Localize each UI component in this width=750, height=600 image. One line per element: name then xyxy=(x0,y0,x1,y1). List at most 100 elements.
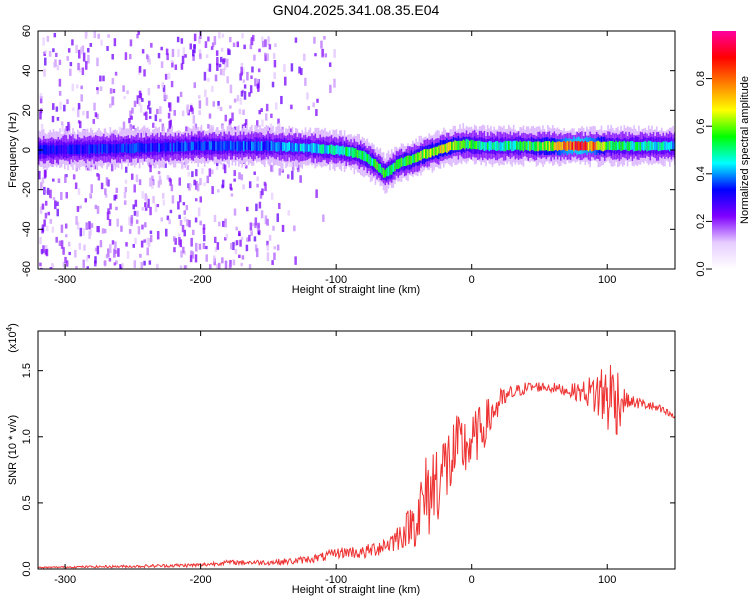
spectrogram-ridge-cell xyxy=(93,144,95,153)
spectrogram-noise-cell xyxy=(278,168,282,176)
spectrogram-noise-cell xyxy=(248,234,251,242)
spectrogram-noise-cell xyxy=(213,36,217,45)
spectrogram-ridge-cell xyxy=(608,140,611,151)
spectrogram-ridge-cell xyxy=(73,144,76,155)
spectrogram-noise-cell xyxy=(165,48,169,56)
spectrogram-ridge-cell xyxy=(312,143,315,153)
spectrogram-ridge-cell xyxy=(530,141,533,150)
spectrogram-noise-cell xyxy=(194,217,198,223)
spectrogram-noise-cell xyxy=(179,219,183,226)
spectrogram-ridge-cell xyxy=(106,144,108,154)
spectrogram-ridge-cell xyxy=(490,141,492,151)
spectrogram-xlabel: Height of straight line (km) xyxy=(292,284,420,296)
spectrogram-noise-cell xyxy=(109,88,113,94)
spectrogram-noise-cell xyxy=(248,92,251,97)
spectrogram-noise-cell xyxy=(233,178,236,182)
spectrogram-ridge-cell xyxy=(386,167,388,177)
spectrogram-ridge-cell xyxy=(199,140,201,151)
spectrogram-noise-cell xyxy=(203,182,206,186)
spectrogram-ridge-cell xyxy=(145,143,147,153)
spectrogram-noise-cell xyxy=(107,248,110,258)
spectrogram-noise-cell xyxy=(276,213,280,222)
spectrogram-noise-cell xyxy=(113,248,116,258)
spectrogram-noise-cell xyxy=(135,174,139,183)
spectrogram-noise-cell xyxy=(217,262,221,269)
spectrogram-ridge-cell xyxy=(345,146,347,157)
spectrogram-noise-cell xyxy=(328,62,332,67)
spectrogram-noise-cell xyxy=(154,203,158,213)
spectrogram-ridge-cell xyxy=(373,158,375,167)
spectrogram-noise-cell xyxy=(79,227,83,237)
spectrogram-ridge-cell xyxy=(454,140,456,151)
spectrogram-ridge-cell xyxy=(192,142,195,151)
spectrogram-ridge-cell xyxy=(340,146,343,155)
spectrogram-noise-cell xyxy=(169,178,172,186)
spectrogram-noise-cell xyxy=(215,50,219,56)
spectrogram-ridge-cell xyxy=(270,140,273,151)
spectrogram-noise-cell xyxy=(143,239,146,243)
spectrogram-ridge-cell xyxy=(558,141,561,150)
spectrogram-noise-cell xyxy=(214,247,218,252)
spectrogram-noise-cell xyxy=(90,184,93,194)
spectrogram-noise-cell xyxy=(42,37,45,46)
spectrogram-noise-cell xyxy=(156,231,160,240)
spectrogram-ridge-cell xyxy=(265,140,268,151)
spectrogram-noise-cell xyxy=(97,174,101,181)
spectrogram-ridge-cell xyxy=(213,141,216,152)
spectrogram-noise-cell xyxy=(183,229,186,237)
spectrogram-noise-cell xyxy=(135,219,139,224)
spectrogram-noise-cell xyxy=(55,236,58,243)
spectrogram-noise-cell xyxy=(222,163,226,170)
spectrogram-noise-cell xyxy=(43,219,46,227)
spectrogram-noise-cell xyxy=(174,64,178,70)
spectrogram-noise-cell xyxy=(255,203,258,212)
spectrogram-ridge-cell xyxy=(325,145,328,154)
spectrogram-noise-cell xyxy=(164,73,168,80)
spectrogram-noise-cell xyxy=(134,199,138,207)
spectrogram-noise-cell xyxy=(199,220,202,226)
spectrogram-noise-cell xyxy=(190,250,193,256)
spectrogram-noise-cell xyxy=(244,165,248,169)
spectrogram-noise-cell xyxy=(151,175,154,180)
spectrogram-noise-cell xyxy=(43,68,46,77)
spectrogram-ridge-cell xyxy=(96,144,99,153)
spectrogram-noise-cell xyxy=(274,102,278,110)
spectrogram-ridge-cell xyxy=(564,142,567,151)
spectrogram-noise-cell xyxy=(96,172,99,177)
spectrogram-ridge-cell xyxy=(291,142,294,152)
spectrogram-noise-cell xyxy=(109,244,112,253)
spectrogram-ridge-cell xyxy=(633,142,635,152)
spectrogram-noise-cell xyxy=(289,128,292,136)
spectrogram-noise-cell xyxy=(178,237,181,246)
spectrogram-noise-cell xyxy=(132,243,136,248)
spectrogram-ridge-cell xyxy=(246,141,248,150)
spectrogram-xtick-label: 0 xyxy=(469,274,475,286)
spectrogram-noise-cell xyxy=(178,214,181,219)
spectrogram-noise-cell xyxy=(223,60,227,70)
spectrogram-noise-cell xyxy=(41,203,45,210)
spectrogram-noise-cell xyxy=(160,61,164,69)
spectrogram-ridge-cell xyxy=(630,141,632,150)
spectrogram-noise-cell xyxy=(157,171,161,175)
spectrogram-ridge-cell xyxy=(540,142,543,151)
spectrogram-ridge-cell xyxy=(226,140,229,151)
spectrogram-ridge-cell xyxy=(495,141,497,151)
spectrogram-ridge-cell xyxy=(368,154,370,164)
spectrogram-noise-cell xyxy=(260,108,263,113)
spectrogram-noise-cell xyxy=(182,246,185,254)
spectrogram-noise-cell xyxy=(265,103,269,112)
spectrogram-ridge-cell xyxy=(107,143,110,154)
spectrogram-noise-cell xyxy=(185,204,189,211)
spectrogram-noise-cell xyxy=(274,43,277,48)
spectrogram-noise-cell xyxy=(213,258,216,266)
spectrogram-ridge-cell xyxy=(314,143,317,153)
spectrogram-noise-cell xyxy=(151,180,154,189)
spectrogram-noise-cell xyxy=(76,221,80,230)
spectrogram-ridge-cell xyxy=(529,141,531,152)
spectrogram-xtick-label: 100 xyxy=(598,274,616,286)
spectrogram-noise-cell xyxy=(320,40,323,49)
spectrogram-noise-cell xyxy=(172,236,176,242)
spectrogram-noise-cell xyxy=(322,214,325,222)
spectrogram-ridge-cell xyxy=(451,141,453,151)
spectrogram-noise-cell xyxy=(241,255,245,260)
